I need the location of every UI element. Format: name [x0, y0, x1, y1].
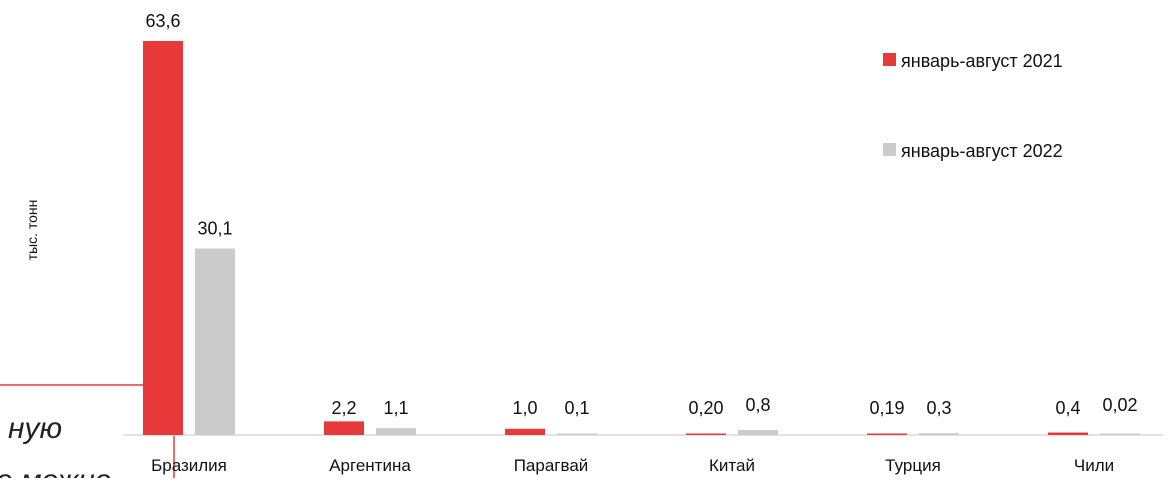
value-label-2022-2: 0,1: [564, 398, 589, 418]
category-label-5: Чили: [1074, 456, 1114, 475]
category-label-1: Аргентина: [329, 456, 411, 475]
value-label-2021-1: 2,2: [331, 398, 356, 418]
legend: январь-август 2021 январь-август 2022: [883, 51, 1063, 161]
value-label-2021-5: 0,4: [1055, 398, 1080, 418]
bar-2022-2: [557, 433, 597, 435]
bar-2022-3: [738, 430, 778, 435]
bar-2021-5: [1048, 432, 1088, 435]
value-label-2022-3: 0,8: [745, 395, 770, 415]
bar-2021-1: [324, 421, 364, 435]
value-label-2021-0: 63,6: [145, 11, 180, 31]
value-label-2021-2: 1,0: [512, 398, 537, 418]
legend-label-2021: январь-август 2021: [901, 51, 1063, 71]
value-label-2022-4: 0,3: [926, 398, 951, 418]
value-label-2022-0: 30,1: [197, 219, 232, 239]
bar-2021-0: [143, 41, 183, 435]
category-label-0: Бразилия: [151, 456, 227, 475]
category-label-4: Турция: [885, 456, 941, 475]
bar-2021-3: [686, 433, 726, 435]
legend-swatch-2022: [883, 143, 896, 156]
bar-2021-2: [505, 428, 545, 435]
value-label-2022-1: 1,1: [383, 398, 408, 418]
value-label-2021-4: 0,19: [869, 398, 904, 418]
bar-2021-4: [867, 433, 907, 435]
background-text-line2: о можно: [0, 464, 111, 478]
bar-2022-1: [376, 428, 416, 435]
y-axis-label: тыс. тонн: [24, 200, 40, 261]
bars-group: [143, 41, 1140, 435]
legend-swatch-2021: [883, 53, 896, 66]
bar-2022-5: [1100, 433, 1140, 435]
category-labels-group: Бразилия Аргентина Парагвай Китай Турция Чили: [151, 456, 1114, 475]
bar-2022-4: [919, 433, 959, 435]
background-text-line1: ную: [8, 412, 62, 445]
category-label-3: Китай: [709, 456, 755, 475]
value-labels-group: 63,6 30,1 2,2 1,1 1,0 0,1 0,20 0,8 0,19 0,3 0,4 0,0…: [145, 11, 1137, 418]
bar-2022-0: [195, 248, 235, 435]
value-label-2022-5: 0,02: [1102, 395, 1137, 415]
value-label-2021-3: 0,20: [688, 398, 723, 418]
legend-label-2022: январь-август 2022: [901, 141, 1063, 161]
category-label-2: Парагвай: [514, 456, 589, 475]
